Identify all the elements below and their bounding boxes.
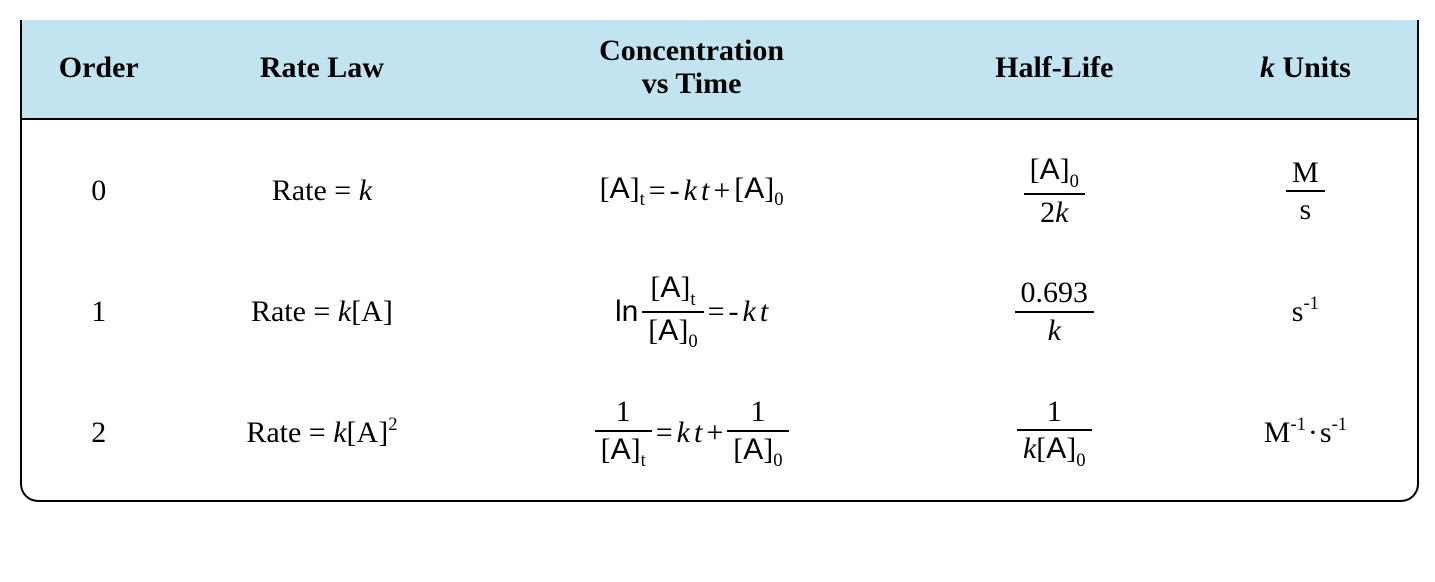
header-conc-line2: vs Time: [476, 67, 906, 100]
cell-order-0: 0: [22, 119, 175, 250]
header-k-italic: k: [1260, 51, 1275, 84]
cell-half-0: [A]0 2k: [915, 119, 1194, 250]
cell-half-1: 0.693 k: [915, 250, 1194, 373]
header-row: Order Rate Law Concentration vs Time Hal…: [22, 20, 1417, 119]
header-conc-vs-time: Concentration vs Time: [468, 20, 914, 119]
cell-ratelaw-0: Rate = k: [175, 119, 468, 250]
header-k-units: k Units: [1194, 20, 1417, 119]
table-row: 0 Rate = k [A]t = -kt + [A]0 [A]0 2k: [22, 119, 1417, 250]
kinetics-table: Order Rate Law Concentration vs Time Hal…: [20, 20, 1419, 502]
rate-k: k: [359, 174, 372, 207]
header-rate-law: Rate Law: [175, 20, 468, 119]
cell-ratelaw-1: Rate = k[A]: [175, 250, 468, 373]
cell-conc-0: [A]t = -kt + [A]0: [468, 119, 914, 250]
cell-kunits-0: M s: [1194, 119, 1417, 250]
cell-half-2: 1 k[A]0: [915, 373, 1194, 500]
rate-text: Rate =: [272, 174, 359, 207]
cell-kunits-2: M-1·s-1: [1194, 373, 1417, 500]
header-k-suffix: Units: [1275, 51, 1351, 84]
table: Order Rate Law Concentration vs Time Hal…: [22, 20, 1417, 500]
cell-kunits-1: s-1: [1194, 250, 1417, 373]
header-conc-line1: Concentration: [476, 34, 906, 67]
cell-conc-1: ln [A]t [A]0 = - kt: [468, 250, 914, 373]
cell-order-1: 1: [22, 250, 175, 373]
table-row: 1 Rate = k[A] ln [A]t [A]0 = - kt 0.693: [22, 250, 1417, 373]
cell-conc-2: 1 [A]t = kt + 1 [A]0: [468, 373, 914, 500]
header-half-life: Half-Life: [915, 20, 1194, 119]
cell-ratelaw-2: Rate = k[A]2: [175, 373, 468, 500]
header-order: Order: [22, 20, 175, 119]
table-row: 2 Rate = k[A]2 1 [A]t = kt + 1 [A]0: [22, 373, 1417, 500]
cell-order-2: 2: [22, 373, 175, 500]
